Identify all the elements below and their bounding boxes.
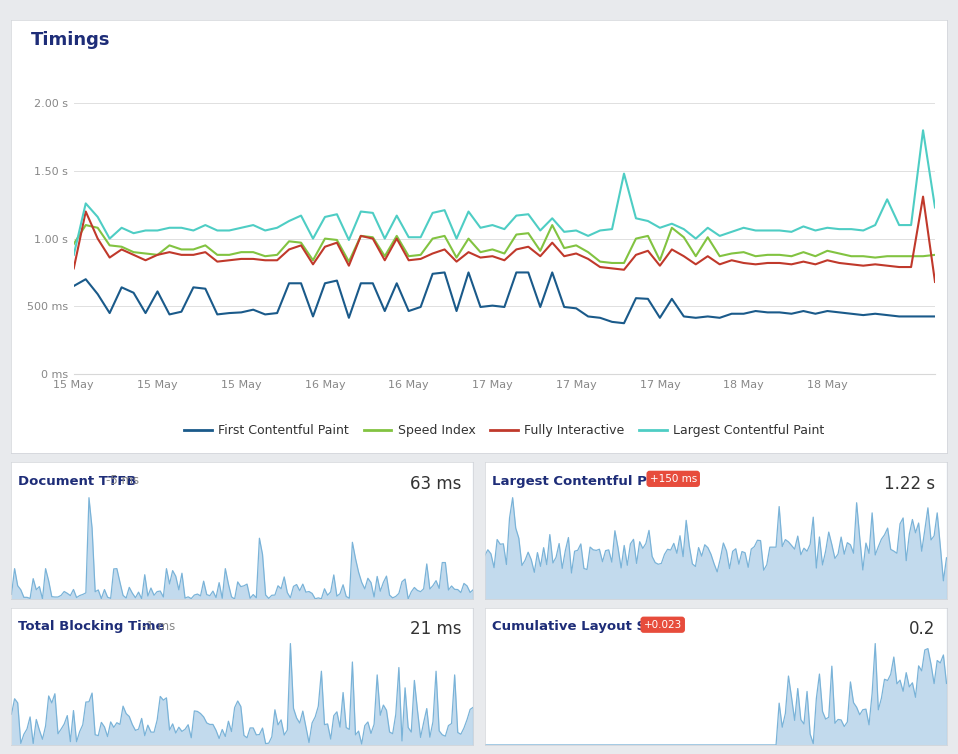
Text: +150 ms: +150 ms xyxy=(650,474,696,484)
Text: Total Blocking Time: Total Blocking Time xyxy=(18,621,165,633)
Bar xyxy=(947,608,952,745)
Text: Timings: Timings xyxy=(31,31,110,49)
Text: +0.023: +0.023 xyxy=(644,620,682,630)
Bar xyxy=(473,608,479,745)
Bar xyxy=(473,462,479,599)
Bar xyxy=(947,462,952,599)
Text: Largest Contentful Paint: Largest Contentful Paint xyxy=(491,474,675,488)
Text: Cumulative Layout Shift: Cumulative Layout Shift xyxy=(491,621,672,633)
Text: 1.22 s: 1.22 s xyxy=(884,474,935,492)
Text: -1 ms: -1 ms xyxy=(142,620,175,633)
Text: -5 ms: -5 ms xyxy=(105,474,139,487)
Text: Document TTFB: Document TTFB xyxy=(18,474,137,488)
Text: 63 ms: 63 ms xyxy=(410,474,462,492)
Text: 21 ms: 21 ms xyxy=(410,621,462,639)
Legend: First Contentful Paint, Speed Index, Fully Interactive, Largest Contentful Paint: First Contentful Paint, Speed Index, Ful… xyxy=(179,419,830,442)
Text: 0.2: 0.2 xyxy=(908,621,935,639)
